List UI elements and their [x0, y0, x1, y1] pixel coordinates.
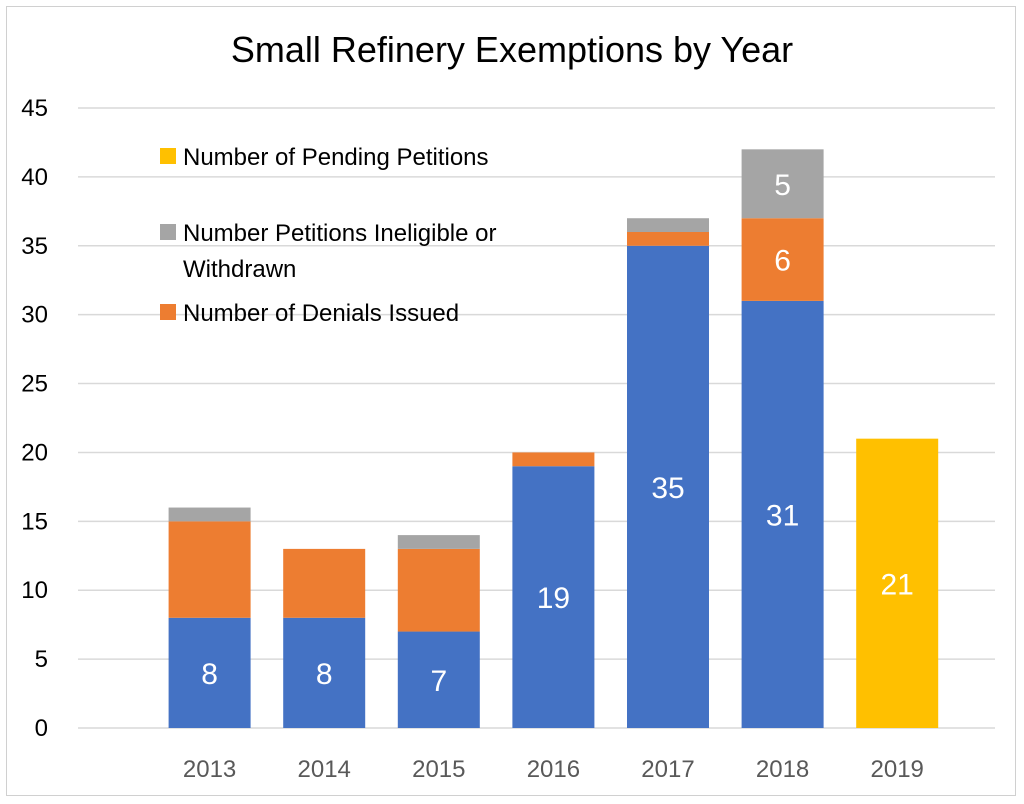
bar-denials-2013: [168, 521, 251, 618]
legend-label-pending: Number of Pending Petitions: [183, 144, 489, 171]
y-tick-label: 15: [21, 508, 48, 535]
legend-label-ineligible: Withdrawn: [183, 256, 296, 283]
x-tick-label: 2018: [756, 756, 809, 783]
data-label-granted-2015: 7: [430, 665, 447, 698]
bar-denials-2014: [283, 548, 366, 618]
legend: Number of Pending Petitions Number Petiti…: [160, 144, 497, 327]
data-label-pending-2019: 21: [881, 568, 914, 601]
y-axis: 0 5 10 15 20 25 30 35 40 45: [21, 95, 48, 742]
y-tick-label: 10: [21, 577, 48, 604]
legend-label-ineligible: Number Petitions Ineligible or: [183, 220, 497, 247]
bar-granted-2017: [627, 245, 709, 728]
y-tick-label: 20: [21, 439, 48, 466]
x-tick-label: 2016: [527, 756, 580, 783]
bar-pending-2019: [856, 438, 939, 728]
y-tick-label: 25: [21, 371, 48, 398]
bar-ineligible-2013: [168, 507, 251, 522]
data-label-granted-2013: 8: [201, 658, 218, 691]
x-tick-label: 2017: [641, 756, 694, 783]
bar-ineligible-2017: [627, 218, 709, 232]
data-label-granted-2018: 31: [766, 499, 799, 532]
bar-ineligible-2018: [741, 149, 824, 219]
data-label-ineligible-2018: 5: [774, 169, 791, 202]
bar-granted-2018: [741, 300, 824, 728]
data-label-denials-2018: 6: [774, 245, 791, 278]
x-tick-label: 2013: [183, 756, 236, 783]
data-label-granted-2014: 8: [316, 658, 333, 691]
legend-swatch-denials: [160, 304, 176, 320]
bar-granted-2014: [283, 617, 366, 728]
legend-label-denials: Number of Denials Issued: [183, 300, 459, 327]
legend-swatch-pending: [160, 148, 176, 164]
bar-granted-2015: [397, 631, 480, 728]
bar-ineligible-2015: [397, 535, 480, 549]
bar-granted-2013: [168, 617, 251, 728]
y-tick-label: 30: [21, 302, 48, 329]
bar-granted-2016: [512, 466, 595, 728]
data-label-granted-2017: 35: [651, 472, 684, 505]
data-labels: 8 8 7 19 35 31 6 5 21: [201, 169, 914, 698]
y-tick-label: 45: [21, 95, 48, 122]
y-tick-label: 40: [21, 164, 48, 191]
data-label-granted-2016: 19: [537, 582, 570, 615]
bar-denials-2017: [627, 232, 709, 246]
legend-swatch-ineligible: [160, 224, 176, 240]
y-tick-label: 0: [35, 715, 48, 742]
y-tick-label: 5: [35, 646, 48, 673]
bar-denials-2015: [397, 548, 480, 632]
x-tick-label: 2015: [412, 756, 465, 783]
bar-denials-2018: [741, 218, 824, 301]
bar-denials-2016: [512, 452, 595, 467]
x-tick-label: 2014: [298, 756, 351, 783]
x-axis: 2013 2014 2015 2016 2017 2018 2019: [183, 756, 924, 783]
x-tick-label: 2019: [871, 756, 924, 783]
y-tick-label: 35: [21, 233, 48, 260]
chart-title: Small Refinery Exemptions by Year: [231, 29, 793, 70]
bars: [168, 149, 939, 728]
